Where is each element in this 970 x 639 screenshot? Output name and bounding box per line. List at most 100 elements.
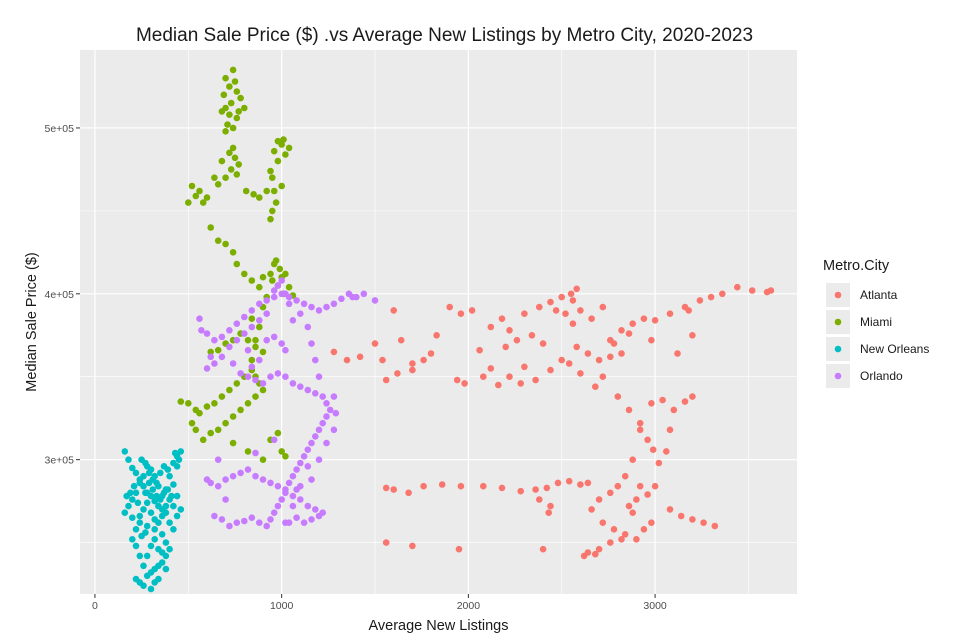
atlanta-point	[666, 426, 674, 434]
orlando-point	[308, 340, 315, 347]
atlanta-point	[539, 545, 547, 553]
atlanta-point	[517, 380, 524, 387]
atlanta-point	[562, 310, 569, 318]
atlanta-point	[621, 472, 629, 480]
atlanta-point	[625, 330, 633, 337]
new-orleans-point	[162, 565, 170, 573]
orlando-point	[282, 290, 289, 298]
orlando-point	[285, 300, 293, 308]
miami-point	[255, 194, 263, 201]
orlando-point	[300, 453, 308, 460]
atlanta-point	[565, 360, 573, 367]
miami-point	[255, 323, 263, 331]
atlanta-point	[685, 307, 692, 314]
atlanta-point	[607, 353, 614, 361]
miami-point	[199, 199, 207, 206]
atlanta-point	[640, 315, 648, 323]
new-orleans-point	[147, 509, 155, 516]
new-orleans-point	[162, 502, 170, 510]
miami-point	[218, 393, 226, 400]
x-tick-label: 2000	[457, 600, 481, 612]
miami-point	[259, 456, 267, 464]
miami-point	[280, 136, 287, 143]
new-orleans-point	[121, 509, 129, 516]
orlando-point	[211, 512, 218, 520]
new-orleans-point	[147, 492, 155, 500]
new-orleans-point	[162, 539, 170, 546]
atlanta-point	[565, 477, 573, 485]
orlando-point	[226, 343, 233, 351]
new-orleans-point	[132, 489, 140, 497]
atlanta-point	[506, 327, 513, 334]
miami-point	[259, 348, 267, 356]
atlanta-point	[487, 323, 495, 331]
x-axis-title: Average New Listings	[369, 618, 509, 634]
new-orleans-point	[151, 536, 158, 543]
orlando-point	[226, 327, 233, 334]
legend-label-miami: Miami	[860, 315, 892, 329]
atlanta-point	[767, 287, 775, 294]
miami-point	[226, 386, 233, 394]
atlanta-point	[547, 298, 554, 306]
atlanta-point	[517, 487, 524, 495]
miami-point	[222, 128, 229, 135]
atlanta-point	[536, 496, 543, 503]
new-orleans-point	[170, 481, 177, 488]
orlando-point	[233, 320, 241, 328]
atlanta-point	[659, 396, 666, 404]
orlando-point	[338, 295, 345, 303]
atlanta-point	[521, 310, 528, 318]
orlando-point	[270, 293, 278, 301]
atlanta-point	[433, 332, 440, 339]
legend-marker-new-orleans	[834, 345, 842, 353]
orlando-point	[315, 307, 323, 314]
miami-point	[259, 386, 267, 394]
new-orleans-point	[123, 492, 130, 500]
atlanta-point	[498, 484, 506, 492]
orlando-point	[263, 297, 271, 304]
atlanta-point	[666, 310, 674, 318]
miami-point	[231, 78, 239, 85]
miami-point	[196, 187, 203, 195]
atlanta-point	[644, 491, 651, 498]
atlanta-point	[636, 419, 644, 427]
atlanta-point	[607, 489, 614, 497]
x-tick-label: 0	[92, 600, 98, 612]
orlando-point	[241, 313, 248, 321]
orlando-point	[330, 393, 338, 400]
atlanta-point	[558, 356, 565, 364]
miami-point	[229, 413, 237, 420]
orlando-point	[330, 426, 338, 434]
new-orleans-point	[143, 552, 151, 560]
orlando-point	[207, 479, 214, 487]
orlando-point	[241, 517, 248, 525]
plot-panel	[80, 50, 797, 594]
orlando-point	[323, 303, 330, 311]
orlando-point	[270, 509, 278, 516]
new-orleans-point	[136, 519, 144, 526]
new-orleans-point	[132, 575, 140, 583]
miami-point	[224, 121, 231, 128]
orlando-point	[274, 482, 282, 490]
orlando-point	[237, 370, 244, 377]
orlando-point	[252, 449, 259, 457]
orlando-point	[252, 472, 259, 480]
atlanta-point	[480, 373, 487, 381]
orlando-point	[274, 370, 282, 377]
orlando-point	[360, 290, 368, 298]
orlando-point	[371, 297, 379, 304]
miami-point	[248, 315, 256, 323]
atlanta-point	[607, 539, 614, 546]
new-orleans-point	[140, 562, 147, 570]
orlando-point	[308, 303, 315, 311]
orlando-point	[233, 336, 241, 344]
orlando-point	[244, 466, 252, 473]
atlanta-point	[595, 545, 603, 553]
miami-point	[237, 94, 244, 102]
orlando-point	[315, 426, 323, 434]
orlando-point	[293, 297, 300, 304]
atlanta-point	[655, 459, 663, 467]
y-tick-label: 4e+05	[45, 289, 75, 301]
miami-point	[233, 380, 241, 387]
miami-point	[185, 400, 192, 407]
